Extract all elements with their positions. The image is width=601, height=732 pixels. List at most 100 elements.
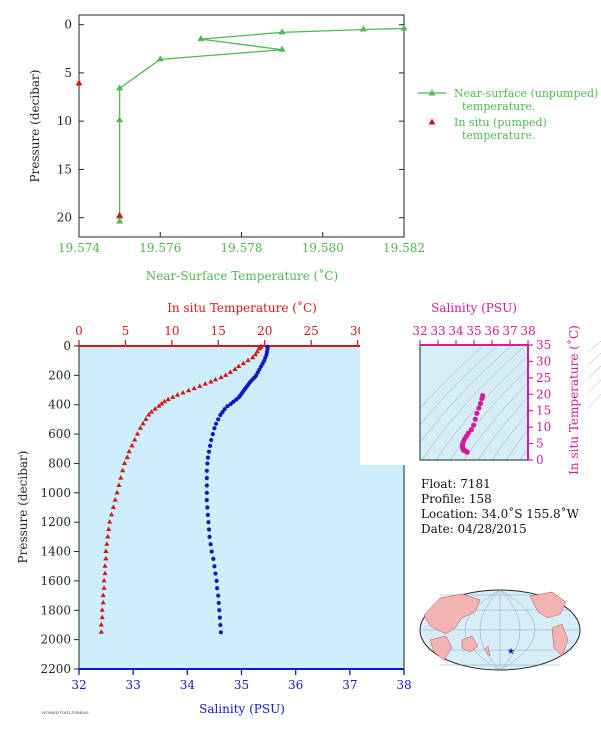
temperature-point <box>140 420 146 426</box>
unpumped-temperature-point <box>359 25 367 32</box>
ts-density-contours <box>360 325 601 480</box>
pressure-tick-label: 400 <box>48 398 71 412</box>
salinity-point <box>208 542 213 547</box>
legend-label-pumped-line1: In situ (pumped) <box>454 116 547 129</box>
legend-label-pumped-line2: temperature. <box>462 129 536 142</box>
near-surface-y-tick-label: 15 <box>57 162 72 176</box>
salinity-point <box>205 512 211 517</box>
near-surface-x-tick-label: 19.574 <box>58 241 100 255</box>
temperature-point <box>256 345 262 351</box>
float-id: Float: 7181 <box>421 477 491 491</box>
footer-code: NOMSD7181L1SM003 <box>42 710 89 715</box>
salinity-point <box>213 571 218 576</box>
temperature-point <box>101 585 107 590</box>
salinity-point <box>216 600 221 606</box>
ts-y-axis-label: In situ Temperature (˚C) <box>566 325 581 475</box>
temperature-point <box>232 366 238 371</box>
density-contour <box>421 339 533 461</box>
salinity-point <box>204 498 209 503</box>
salinity-point <box>204 483 209 488</box>
temperature-point <box>252 351 259 357</box>
salinity-point <box>206 520 211 525</box>
profile-ticks: 0510152025303532333435363738020040060080… <box>40 324 411 692</box>
temperature-point <box>100 599 106 605</box>
temperature-point <box>126 448 132 454</box>
ts-series <box>459 393 486 455</box>
unpumped-temperature-point <box>116 217 124 224</box>
pressure-tick-label: 1000 <box>40 486 71 500</box>
near-surface-y-tick-label: 20 <box>57 211 72 225</box>
unpumped-temperature-point <box>400 24 408 31</box>
temperature-point <box>146 412 152 417</box>
salinity-point <box>204 490 209 495</box>
near-surface-x-tick-label: 19.580 <box>302 241 344 255</box>
profile-number: Profile: 158 <box>421 492 492 506</box>
salinity-point <box>218 622 223 628</box>
temperature-point <box>107 519 113 524</box>
temperature-point <box>132 436 138 442</box>
temperature-tick-label: 5 <box>122 324 130 338</box>
temperature-point <box>143 416 149 421</box>
temperature-point <box>254 348 260 354</box>
temperature-point <box>108 511 115 517</box>
ts-temperature-tick-label: 35 <box>536 338 551 352</box>
salinity-point <box>209 549 214 554</box>
profile-series <box>98 343 270 635</box>
legend-label-unpumped-line1: Near-surface (unpumped) <box>454 87 598 100</box>
salinity-point <box>222 407 227 412</box>
ts-point <box>474 410 480 416</box>
ts-temperature-tick-label: 10 <box>536 420 551 434</box>
salinity-tick-label: 33 <box>126 678 141 692</box>
salinity-point <box>214 578 219 584</box>
profile-plot-area <box>78 345 405 670</box>
unpumped-temperature-line <box>118 27 405 222</box>
salinity-point <box>212 564 217 569</box>
ts-salinity-tick-label: 36 <box>484 324 499 338</box>
ts-salinity-tick-label: 34 <box>448 324 464 338</box>
salinity-tick-label: 32 <box>71 678 86 692</box>
ts-plot-area <box>419 344 529 461</box>
salinity-point <box>217 608 222 613</box>
near-surface-y-tick-label: 0 <box>64 18 72 32</box>
pressure-tick-label: 1600 <box>40 574 71 588</box>
temperature-point <box>174 392 181 397</box>
ts-salinity-tick-label: 38 <box>520 324 535 338</box>
near-surface-legend: Near-surface (unpumped) temperature. In … <box>418 87 598 142</box>
temperature-point <box>112 497 118 502</box>
salinity-point <box>210 431 215 437</box>
salinity-point <box>206 449 212 454</box>
salinity-point <box>206 527 212 532</box>
salinity-point <box>209 437 214 443</box>
pressure-tick-label: 800 <box>48 456 71 470</box>
ts-temperature-tick-label: 15 <box>536 404 551 418</box>
temperature-point <box>180 389 186 395</box>
contour-mask-bottom <box>420 460 528 480</box>
ts-temperature-tick-label: 5 <box>536 437 544 451</box>
temperature-point <box>250 354 256 360</box>
salinity-tick-label: 36 <box>288 678 303 692</box>
salinity-point <box>207 443 213 448</box>
ts-point <box>464 449 470 455</box>
near-surface-plot-area <box>78 14 405 238</box>
temperature-point <box>120 467 126 473</box>
temperature-tick-label: 10 <box>164 324 179 338</box>
unpumped-temperature-point <box>116 84 124 91</box>
map-land <box>423 591 569 661</box>
temperature-point <box>156 403 162 408</box>
salinity-tick-label: 37 <box>342 678 357 692</box>
ts-salinity-tick-label: 33 <box>430 324 445 338</box>
contour-mask-left <box>360 325 420 465</box>
near-surface-x-axis-label: Near-Surface Temperature (˚C) <box>146 268 338 283</box>
profile-y-axis-label: Pressure (decibar) <box>16 451 30 564</box>
salinity-tick-label: 34 <box>180 678 196 692</box>
near-surface-y-tick-label: 5 <box>64 66 72 80</box>
temperature-point <box>185 387 192 393</box>
salinity-point <box>228 401 233 407</box>
salinity-tick-label: 35 <box>234 678 249 692</box>
pressure-tick-label: 1200 <box>40 515 71 529</box>
temperature-point <box>245 357 251 363</box>
salinity-point <box>205 455 211 460</box>
temperature-point <box>212 376 219 382</box>
salinity-point <box>216 593 221 598</box>
